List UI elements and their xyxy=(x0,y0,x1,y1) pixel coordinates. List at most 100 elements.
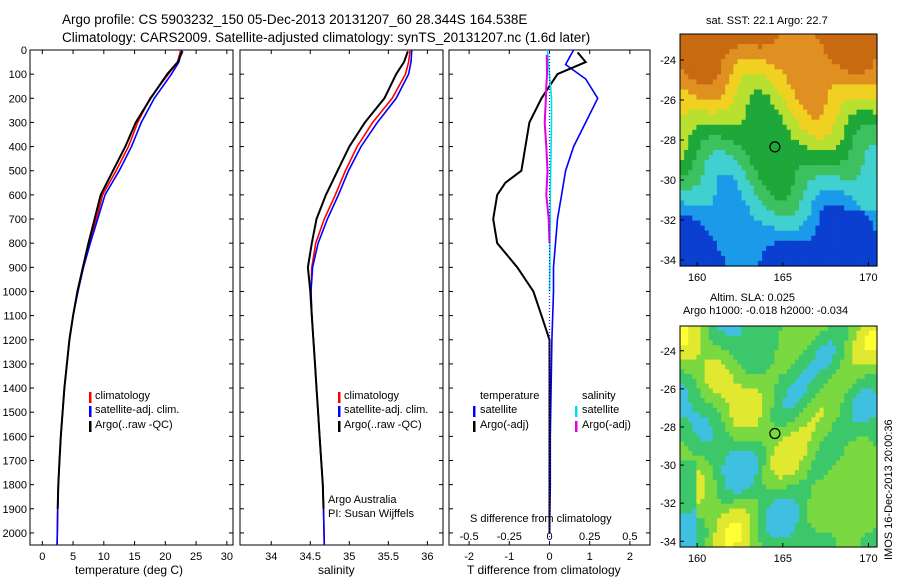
depth-tick-label: 1300 xyxy=(3,359,27,371)
depth-tick-label: 1200 xyxy=(3,335,27,347)
sla-map-argo-marker xyxy=(769,427,781,440)
sla-map-lon-label: 165 xyxy=(774,553,792,565)
x-tick-label-0: 10 xyxy=(98,551,110,563)
diff-xlabel: T difference from climatology xyxy=(467,563,621,577)
sal-legend-swatch-argo xyxy=(338,421,341,432)
depth-tick-label: 1600 xyxy=(3,431,27,443)
sst-map-lat-label: -32 xyxy=(660,215,676,227)
sal-legend-clim: climatology xyxy=(344,390,400,402)
sla-map-lat-label: -30 xyxy=(660,460,676,472)
series-argo-raw-qc- xyxy=(306,50,409,509)
depth-tick-label: 600 xyxy=(9,190,27,202)
diff-legend-swatch-s-argo xyxy=(575,421,578,432)
sst-map-lat-label: -34 xyxy=(660,255,676,267)
x-tick-label-2: -2 xyxy=(464,551,474,563)
sst-map xyxy=(680,34,878,267)
panel-frame-1 xyxy=(239,49,444,546)
temp-legend-swatch-sat xyxy=(89,406,92,417)
temp-legend-sat: satellite-adj. clim. xyxy=(95,404,180,416)
sdiff-tick-label: 0.5 xyxy=(622,531,637,543)
sst-map-lat-label: -30 xyxy=(660,175,676,187)
panel-frame-0 xyxy=(29,49,234,546)
series-argo-raw-qc- xyxy=(56,50,184,509)
diff-top-axis-label: S difference from climatology xyxy=(470,513,612,525)
depth-tick-label: 1700 xyxy=(3,455,27,467)
sal-legend-swatch-sat xyxy=(338,406,341,417)
sla-map xyxy=(680,326,878,548)
series-salinity-satellite xyxy=(546,49,553,292)
series-temperature-satellite xyxy=(548,49,599,533)
sla-map-lat-label: -34 xyxy=(660,536,676,548)
diff-legend-s-sat: satellite xyxy=(582,404,620,416)
x-tick-label-1: 34 xyxy=(265,551,277,563)
sal-note-agency: Argo Australia xyxy=(328,494,397,506)
depth-tick-label: 300 xyxy=(9,117,27,129)
sst-map-argo-marker xyxy=(769,141,781,153)
sal-legend-sat: satellite-adj. clim. xyxy=(344,404,429,416)
x-tick-label-1: 35.5 xyxy=(378,551,399,563)
x-tick-label-1: 35 xyxy=(343,551,355,563)
depth-tick-label: 1800 xyxy=(3,480,27,492)
series-climatology xyxy=(310,49,411,546)
x-tick-label-2: 1 xyxy=(587,551,593,563)
depth-tick-label: 1100 xyxy=(3,311,27,323)
diff-legend-head-temp: temperature xyxy=(480,390,540,402)
depth-tick-label: 1900 xyxy=(3,504,27,516)
imos-timestamp: IMOS 16-Dec-2013 20:00:36 xyxy=(883,419,895,560)
sst-map-lon-label: 170 xyxy=(859,272,877,284)
temp-legend-argo: Argo(..raw -QC) xyxy=(95,419,173,431)
sst-map-lat-label: -24 xyxy=(660,55,676,67)
x-tick-label-0: 20 xyxy=(159,551,171,563)
diff-legend-swatch-t-argo xyxy=(473,421,476,432)
depth-tick-label: 800 xyxy=(9,238,27,250)
depth-tick-label: 700 xyxy=(9,214,27,226)
sla-map-frame xyxy=(679,325,878,548)
diff-legend-swatch-t-sat xyxy=(473,406,476,417)
x-tick-label-1: 36 xyxy=(421,551,433,563)
diff-legend-swatch-s-sat xyxy=(575,406,578,417)
depth-tick-label: 200 xyxy=(9,93,27,105)
sla-map-lat-label: -24 xyxy=(660,346,676,358)
temp-legend-clim: climatology xyxy=(95,390,151,402)
sla-map-lat-label: -28 xyxy=(660,422,676,434)
sal-legend-argo: Argo(..raw -QC) xyxy=(344,419,422,431)
x-tick-label-2: 2 xyxy=(627,551,633,563)
temp-xlabel: temperature (deg C) xyxy=(75,563,184,577)
diff-legend-s-argo: Argo(-adj) xyxy=(582,419,631,431)
x-tick-label-0: 15 xyxy=(128,551,140,563)
depth-tick-label: 1400 xyxy=(3,383,27,395)
depth-tick-label: 100 xyxy=(9,69,27,81)
depth-tick-label: 400 xyxy=(9,142,27,154)
sla-map-lat-label: -32 xyxy=(660,498,676,510)
sdiff-tick-label: -0.25 xyxy=(497,531,522,543)
sst-map-lon-label: 160 xyxy=(688,272,706,284)
series-satellite-adj-clim- xyxy=(310,49,413,546)
climatology-subtitle: Climatology: CARS2009. Satellite-adjuste… xyxy=(62,30,591,45)
sst-map-lat-label: -26 xyxy=(660,95,676,107)
x-tick-label-0: 30 xyxy=(221,551,233,563)
sla-map-lat-label: -26 xyxy=(660,384,676,396)
sal-legend-swatch-clim xyxy=(338,392,341,403)
depth-tick-label: 500 xyxy=(9,166,27,178)
depth-tick-label: 2000 xyxy=(3,528,27,540)
sal-note-pi: PI: Susan Wijffels xyxy=(328,508,414,520)
sst-map-frame xyxy=(679,33,878,267)
x-tick-label-0: 5 xyxy=(70,551,76,563)
series-temperature-argo-adj- xyxy=(492,51,588,533)
diff-legend-t-argo: Argo(-adj) xyxy=(480,419,529,431)
x-tick-label-0: 25 xyxy=(190,551,202,563)
sla-map-title: Altim. SLA: 0.025 xyxy=(710,292,795,304)
sdiff-tick-label: 0.25 xyxy=(579,531,600,543)
x-tick-label-0: 0 xyxy=(39,551,45,563)
sla-map-subtitle: Argo h1000: -0.018 h2000: -0.034 xyxy=(683,305,849,317)
sdiff-tick-label: -0.5 xyxy=(460,531,479,543)
diff-legend-t-sat: satellite xyxy=(480,404,518,416)
depth-tick-label: 0 xyxy=(21,45,27,57)
sst-map-lon-label: 165 xyxy=(774,272,792,284)
profile-title: Argo profile: CS 5903232_150 05-Dec-2013… xyxy=(62,12,528,27)
depth-tick-label: 1500 xyxy=(3,407,27,419)
sla-map-lon-label: 170 xyxy=(859,553,877,565)
sst-map-title: sat. SST: 22.1 Argo: 22.7 xyxy=(706,15,828,27)
sal-xlabel: salinity xyxy=(318,563,355,577)
